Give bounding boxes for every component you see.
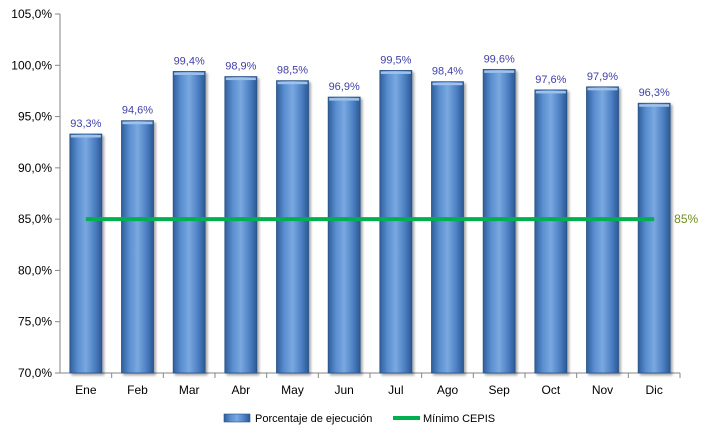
y-tick-label: 75,0% bbox=[18, 315, 52, 329]
legend-label-minimo: Mínimo CEPIS bbox=[423, 413, 495, 425]
y-tick-label: 100,0% bbox=[11, 58, 52, 72]
y-tick-label: 105,0% bbox=[11, 7, 52, 21]
data-label-jul: 99,5% bbox=[380, 54, 411, 66]
bar-top-highlight bbox=[225, 77, 256, 81]
data-label-ene: 93,3% bbox=[70, 118, 101, 130]
bar-top-highlight bbox=[70, 135, 101, 138]
data-label-mar: 99,4% bbox=[174, 55, 205, 67]
y-tick-label: 80,0% bbox=[18, 263, 52, 277]
bar-top-highlight bbox=[535, 90, 566, 94]
bar-top-highlight bbox=[277, 81, 308, 85]
bar-top-highlight bbox=[639, 104, 670, 107]
data-label-oct: 97,6% bbox=[535, 74, 566, 86]
bar-top-highlight bbox=[484, 70, 515, 73]
x-tick-label: May bbox=[281, 383, 304, 397]
x-tick-label: Oct bbox=[541, 383, 560, 397]
y-tick-label: 95,0% bbox=[18, 110, 52, 124]
minimo-cepis-label: 85% bbox=[674, 212, 698, 226]
data-label-sep: 99,6% bbox=[484, 53, 515, 65]
bar-feb bbox=[121, 120, 154, 374]
bar-dic bbox=[637, 102, 671, 374]
data-label-feb: 94,6% bbox=[122, 105, 153, 117]
bar-oct bbox=[534, 89, 568, 374]
legend-swatch-bar bbox=[223, 413, 251, 423]
legend: Porcentaje de ejecución Mínimo CEPIS bbox=[223, 413, 495, 425]
bar-top-highlight bbox=[380, 71, 411, 74]
bar-sep bbox=[482, 68, 516, 374]
bar-abr bbox=[224, 76, 258, 374]
legend-item-minimo: Mínimo CEPIS bbox=[393, 413, 495, 425]
data-labels: 93,3% 94,6% 99,4% 98,9% 98,5% 96,9% 99,5% 98,4%… bbox=[70, 53, 670, 130]
bar-top-highlight bbox=[122, 121, 153, 125]
x-axis: Ene Feb Mar Abr May Jun Jul Ago Sep Oct Nov Dic bbox=[60, 372, 681, 397]
y-axis: 70,0% 75,0% 80,0% 85,0% 90,0% 95,0% 100,0% 105,… bbox=[11, 7, 61, 380]
bar-ene bbox=[69, 133, 103, 374]
legend-label-porcentaje: Porcentaje de ejecución bbox=[255, 413, 372, 425]
data-label-dic: 96,3% bbox=[639, 87, 670, 99]
bar-top-highlight bbox=[329, 98, 360, 101]
x-tick-label: Mar bbox=[179, 383, 200, 397]
x-tick-label: Sep bbox=[488, 383, 510, 397]
x-tick-label: Jun bbox=[334, 383, 353, 397]
bar-top-highlight bbox=[432, 82, 463, 86]
bar-mar bbox=[172, 71, 206, 374]
data-label-may: 98,5% bbox=[277, 65, 308, 77]
x-tick-label: Feb bbox=[127, 383, 148, 397]
y-tick-label: 85,0% bbox=[18, 212, 52, 226]
x-tick-label: Nov bbox=[592, 383, 613, 397]
y-tick-label: 70,0% bbox=[18, 366, 52, 380]
y-tick-label: 90,0% bbox=[18, 161, 52, 175]
bar-series bbox=[69, 68, 671, 374]
reference-line-series: 85% bbox=[85, 212, 699, 226]
bar-top-highlight bbox=[587, 87, 618, 91]
x-tick-label: Dic bbox=[645, 383, 662, 397]
bar-top-highlight bbox=[174, 72, 205, 75]
bar-may bbox=[276, 80, 309, 374]
data-label-nov: 97,9% bbox=[587, 71, 618, 83]
data-label-jun: 96,9% bbox=[329, 81, 360, 93]
bar-jun bbox=[327, 96, 361, 374]
x-tick-label: Jul bbox=[388, 383, 403, 397]
data-label-ago: 98,4% bbox=[432, 66, 463, 78]
x-tick-label: Ene bbox=[75, 383, 97, 397]
x-tick-label: Ago bbox=[437, 383, 459, 397]
x-tick-label: Abr bbox=[231, 383, 250, 397]
data-label-abr: 98,9% bbox=[225, 61, 256, 73]
bar-nov bbox=[586, 86, 619, 374]
legend-item-porcentaje: Porcentaje de ejecución bbox=[223, 413, 372, 425]
bar-jul bbox=[379, 70, 413, 374]
bar-ago bbox=[431, 81, 464, 374]
